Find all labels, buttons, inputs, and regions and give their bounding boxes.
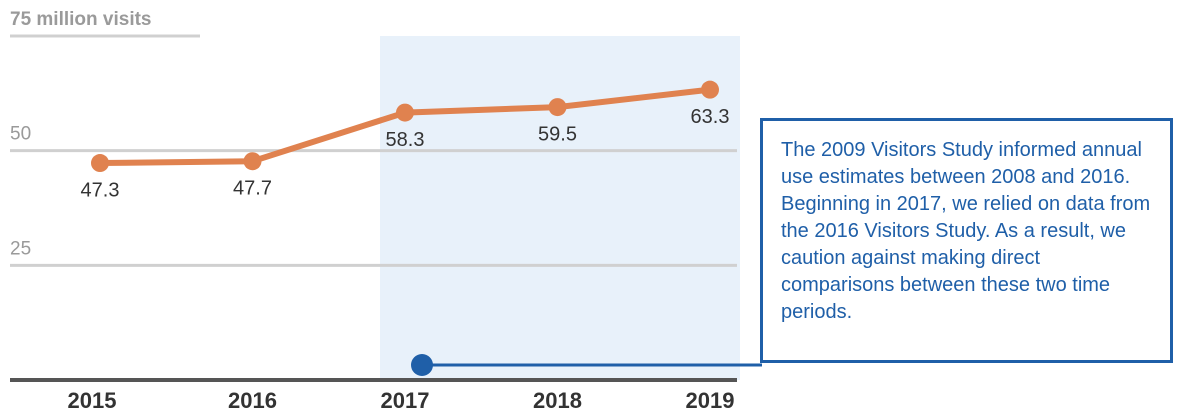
point [701, 80, 719, 99]
highlight-region [380, 36, 740, 380]
data-label: 47.3 [81, 179, 120, 201]
point [548, 98, 567, 117]
x-tick-label: 2017 [381, 388, 430, 413]
x-tick-label: 2016 [228, 388, 277, 413]
point [91, 154, 109, 173]
data-label: 63.3 [691, 106, 730, 128]
data-label: 59.5 [538, 123, 577, 145]
x-tick-label: 2018 [533, 388, 582, 413]
point [396, 103, 414, 122]
y-tick-label: 75 million visits [10, 9, 152, 30]
x-tick-label: 2019 [686, 388, 735, 413]
y-tick-label: 25 [10, 238, 31, 259]
point [243, 152, 262, 171]
x-tick-label: 2015 [68, 388, 117, 413]
y-tick-label: 50 [10, 124, 31, 145]
annotation-dot [411, 354, 433, 376]
annotation: The 2009 Visitors Study informed annual … [760, 118, 1173, 363]
data-label: 58.3 [386, 129, 425, 151]
data-label: 47.7 [233, 177, 272, 199]
